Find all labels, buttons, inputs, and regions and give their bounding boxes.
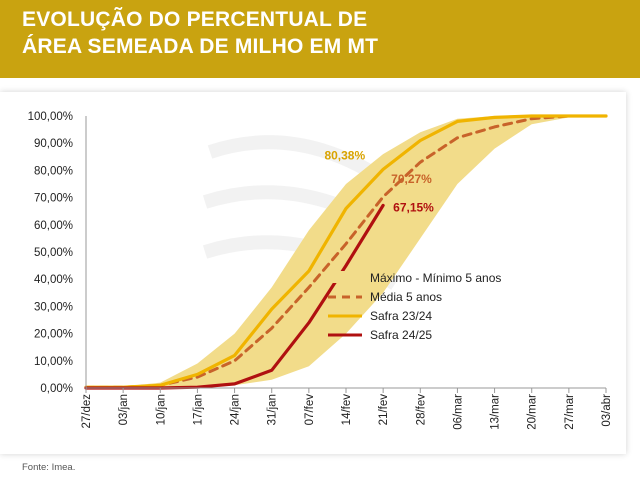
value-callout-2: 67,15% <box>393 200 434 214</box>
x-tick-label: 03/jan <box>118 394 130 425</box>
x-tick-label: 27/dez <box>81 394 93 429</box>
chart-card: 0,00% 10,00% 20,00% 30,00% 40,00% 50,00% 60,00… <box>0 92 626 454</box>
chart-title: EVOLUÇÃO DO PERCENTUAL DE ÁREA SEMEADA D… <box>22 6 378 60</box>
y-tick-label: 30,00% <box>34 301 73 313</box>
legend-label-0: Média 5 anos <box>370 290 442 304</box>
series-line-1 <box>84 114 608 389</box>
x-tick-label: 06/mar <box>452 394 464 430</box>
legend-swatch-band <box>328 271 362 283</box>
y-tick-label: 60,00% <box>34 220 73 232</box>
x-tick-label: 07/fev <box>304 394 316 426</box>
y-tick-label: 40,00% <box>34 274 73 286</box>
source-note: Fonte: Imea. <box>22 462 76 473</box>
y-tick-label: 70,00% <box>34 193 73 205</box>
y-tick-label: 100,00% <box>28 111 73 123</box>
y-tick-label: 90,00% <box>34 138 73 150</box>
chart-title-line-1: EVOLUÇÃO DO PERCENTUAL DE <box>22 8 368 31</box>
legend-label-2: Safra 24/25 <box>370 328 432 342</box>
x-tick-label: 17/jan <box>192 394 204 425</box>
x-tick-label: 28/fev <box>415 394 427 426</box>
x-tick-label: 24/jan <box>230 394 242 425</box>
value-callout-1: 70,27% <box>391 172 432 186</box>
x-tick-label: 31/jan <box>267 394 279 425</box>
x-tick-label: 13/mar <box>490 394 502 430</box>
title-banner: EVOLUÇÃO DO PERCENTUAL DE ÁREA SEMEADA D… <box>0 0 640 78</box>
x-tick-label: 27/mar <box>564 394 576 430</box>
band-max-min-5-anos <box>86 116 606 388</box>
y-tick-label: 20,00% <box>34 329 73 341</box>
x-tick-label: 14/fev <box>341 394 353 426</box>
y-tick-label: 0,00% <box>40 383 73 395</box>
legend-label-1: Safra 23/24 <box>370 309 432 323</box>
x-tick-label: 10/jan <box>155 394 167 425</box>
y-tick-label: 10,00% <box>34 356 73 368</box>
chart-title-line-2: ÁREA SEMEADA DE MILHO EM MT <box>22 35 379 58</box>
legend-label-band: Máximo - Mínimo 5 anos <box>370 271 501 285</box>
line-chart: 0,00% 10,00% 20,00% 30,00% 40,00% 50,00% 60,00… <box>28 111 613 430</box>
y-tick-label: 50,00% <box>34 247 73 259</box>
x-tick-label: 21/fev <box>378 394 390 426</box>
y-tick-label: 80,00% <box>34 165 73 177</box>
x-tick-label: 03/abr <box>601 394 613 427</box>
value-callout-0: 80,38% <box>324 148 365 162</box>
x-tick-label: 20/mar <box>527 394 539 430</box>
